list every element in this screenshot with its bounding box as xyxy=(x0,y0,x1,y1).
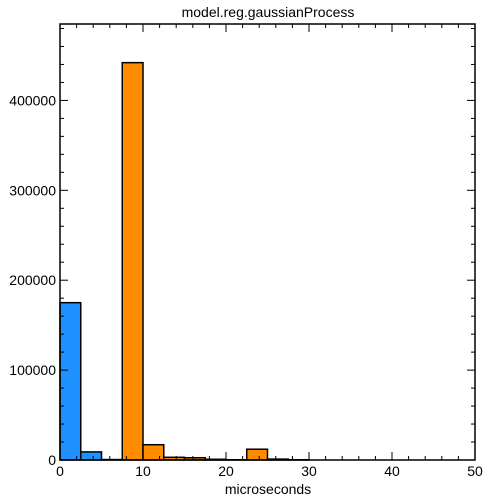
y-tick-label: 300000 xyxy=(9,182,56,198)
x-tick-label: 50 xyxy=(467,463,483,479)
x-tick-label: 40 xyxy=(384,463,400,479)
ticks-layer xyxy=(59,24,476,461)
x-tick-label: 0 xyxy=(56,463,64,479)
y-tick-label: 0 xyxy=(48,452,56,468)
y-tick-label: 100000 xyxy=(9,362,56,378)
chart-title: model.reg.gaussianProcess xyxy=(182,4,355,20)
x-tick-label: 30 xyxy=(301,463,317,479)
x-tick-label: 10 xyxy=(135,463,151,479)
histogram-bar xyxy=(80,451,103,461)
histogram-bar xyxy=(121,61,144,461)
histogram-bar xyxy=(246,448,269,461)
tick-labels-layer: 0 10 20 30 40 50 0 100000 200000 300000 400000 xyxy=(9,92,483,479)
bars-layer xyxy=(59,61,310,461)
histogram-bar xyxy=(142,443,165,461)
plot-frame xyxy=(59,23,476,461)
y-tick-label: 200000 xyxy=(9,272,56,288)
x-tick-label: 20 xyxy=(218,463,234,479)
histogram-bar xyxy=(59,301,82,461)
y-tick-label: 400000 xyxy=(9,92,56,108)
x-axis-label: microseconds xyxy=(225,481,311,497)
